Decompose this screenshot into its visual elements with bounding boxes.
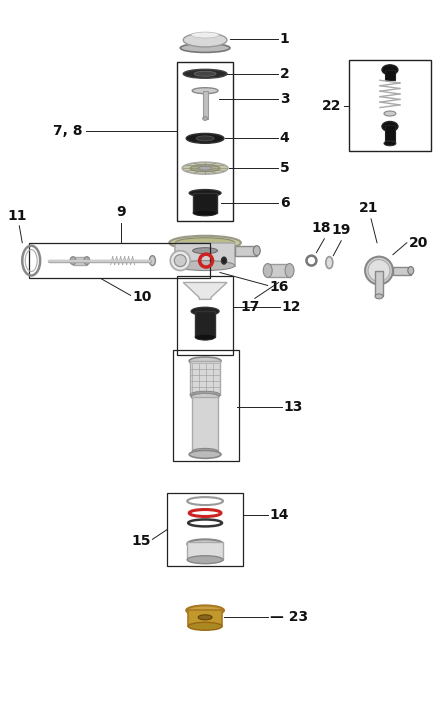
Ellipse shape xyxy=(149,256,156,266)
Bar xyxy=(193,193,217,213)
Text: 12: 12 xyxy=(282,300,301,314)
Bar xyxy=(195,311,215,337)
Bar xyxy=(385,125,395,143)
Bar xyxy=(192,397,218,451)
Ellipse shape xyxy=(189,357,221,365)
Bar xyxy=(187,542,223,560)
Text: 6: 6 xyxy=(280,196,289,210)
Ellipse shape xyxy=(191,393,219,400)
Text: 19: 19 xyxy=(332,223,351,237)
Ellipse shape xyxy=(202,117,208,120)
Ellipse shape xyxy=(175,238,235,248)
Text: — 23: — 23 xyxy=(270,610,308,624)
Ellipse shape xyxy=(382,122,398,132)
Text: 17: 17 xyxy=(240,300,259,315)
Bar xyxy=(168,493,243,565)
Bar xyxy=(175,243,235,266)
Text: 21: 21 xyxy=(359,201,379,215)
Text: 7, 8: 7, 8 xyxy=(53,125,83,138)
Text: 14: 14 xyxy=(270,508,289,522)
Text: 5: 5 xyxy=(280,161,290,175)
Ellipse shape xyxy=(175,261,235,271)
Ellipse shape xyxy=(189,189,221,197)
Text: 10: 10 xyxy=(133,290,152,304)
Ellipse shape xyxy=(384,141,396,146)
Ellipse shape xyxy=(180,43,230,53)
Ellipse shape xyxy=(192,88,218,94)
Text: 1: 1 xyxy=(280,32,290,46)
Text: 4: 4 xyxy=(280,132,290,145)
Ellipse shape xyxy=(198,166,212,170)
Ellipse shape xyxy=(193,210,217,216)
Text: 16: 16 xyxy=(270,281,289,295)
Bar xyxy=(177,276,233,355)
Ellipse shape xyxy=(187,556,223,564)
Ellipse shape xyxy=(190,392,220,398)
Ellipse shape xyxy=(186,605,224,615)
Polygon shape xyxy=(183,283,227,299)
Ellipse shape xyxy=(384,111,396,116)
Bar xyxy=(385,70,395,80)
Bar xyxy=(190,361,220,394)
Ellipse shape xyxy=(194,71,216,76)
Ellipse shape xyxy=(186,133,224,143)
Ellipse shape xyxy=(196,136,214,141)
Text: 20: 20 xyxy=(409,236,428,250)
Ellipse shape xyxy=(194,288,216,293)
Text: 3: 3 xyxy=(280,92,289,105)
Ellipse shape xyxy=(187,540,223,548)
Ellipse shape xyxy=(195,334,215,340)
Bar xyxy=(268,263,290,278)
Ellipse shape xyxy=(221,257,226,264)
Ellipse shape xyxy=(192,449,218,454)
Bar xyxy=(235,246,257,256)
Text: 13: 13 xyxy=(284,399,303,414)
Text: 2: 2 xyxy=(280,67,290,80)
Text: 9: 9 xyxy=(116,205,126,219)
Bar xyxy=(393,266,411,275)
Text: 22: 22 xyxy=(322,98,341,112)
Ellipse shape xyxy=(169,236,241,250)
Text: 15: 15 xyxy=(131,534,150,548)
Bar xyxy=(202,90,208,118)
Ellipse shape xyxy=(174,255,186,266)
Ellipse shape xyxy=(189,451,221,459)
Ellipse shape xyxy=(285,263,294,278)
Ellipse shape xyxy=(198,615,212,620)
Ellipse shape xyxy=(408,266,414,275)
Ellipse shape xyxy=(84,256,90,265)
Ellipse shape xyxy=(183,33,227,47)
Bar xyxy=(73,256,87,265)
Ellipse shape xyxy=(170,251,190,271)
Text: 11: 11 xyxy=(8,209,27,223)
Ellipse shape xyxy=(191,32,219,38)
Ellipse shape xyxy=(263,263,272,278)
Bar xyxy=(349,60,431,151)
Ellipse shape xyxy=(193,248,217,253)
Bar xyxy=(29,243,210,278)
Ellipse shape xyxy=(375,294,383,299)
Ellipse shape xyxy=(365,256,393,285)
Ellipse shape xyxy=(191,308,219,315)
Bar xyxy=(173,350,239,461)
Text: 18: 18 xyxy=(312,221,331,235)
Ellipse shape xyxy=(70,256,76,265)
Ellipse shape xyxy=(188,622,222,630)
Bar xyxy=(188,610,222,627)
Ellipse shape xyxy=(183,69,227,78)
Ellipse shape xyxy=(326,256,333,268)
Ellipse shape xyxy=(382,65,398,75)
Ellipse shape xyxy=(253,246,260,256)
Ellipse shape xyxy=(182,162,228,174)
Bar xyxy=(375,271,383,296)
Ellipse shape xyxy=(190,164,220,172)
Bar xyxy=(177,62,233,221)
Ellipse shape xyxy=(368,260,390,281)
